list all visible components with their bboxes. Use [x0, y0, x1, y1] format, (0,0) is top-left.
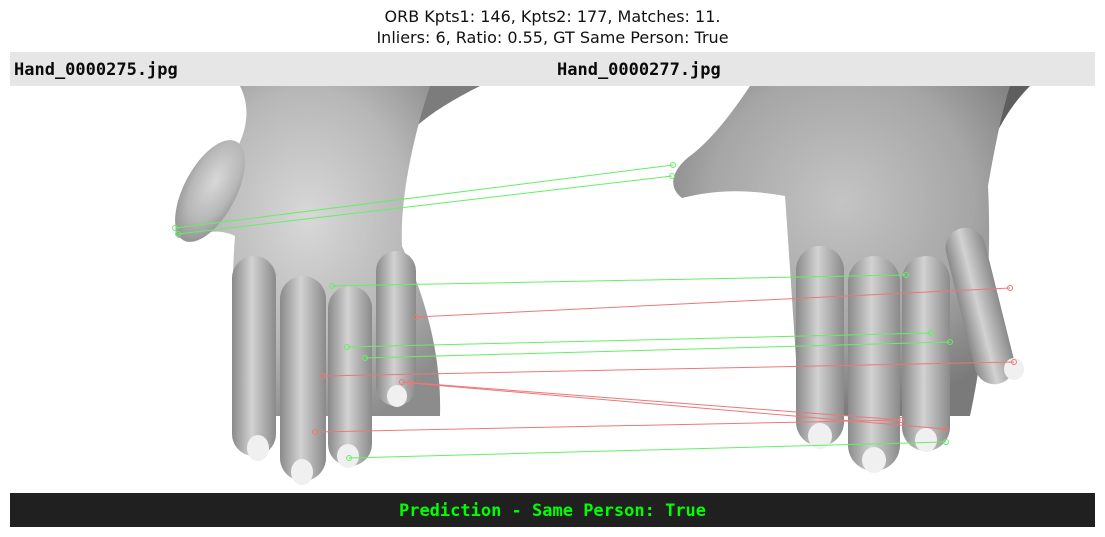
right-keypoint-marker — [1007, 285, 1013, 291]
match-visualization-canvas — [172, 86, 1030, 485]
left-keypoint-marker — [346, 455, 352, 461]
left-keypoint-marker — [344, 344, 350, 350]
inlier-match-line — [177, 175, 673, 235]
left-hand-image — [175, 86, 480, 485]
right-keypoint-marker — [903, 272, 909, 278]
outlier-match-line — [401, 381, 902, 421]
left-nail-4 — [387, 385, 407, 407]
left-keypoint-marker — [172, 225, 178, 231]
left-nail-2 — [291, 459, 313, 485]
left-keypoint-marker — [407, 380, 413, 386]
title-line-2: Inliers: 6, Ratio: 0.55, GT Same Person:… — [376, 28, 729, 47]
inlier-match-line — [348, 441, 947, 459]
left-keypoint-marker — [312, 429, 318, 435]
right-keypoint-marker — [928, 330, 934, 336]
inlier-match-line — [364, 341, 951, 359]
outlier-match-line — [415, 287, 1011, 318]
left-keypoint-marker — [399, 379, 405, 385]
match-visualization — [10, 86, 1095, 493]
prediction-text: Prediction - Same Person: True — [398, 501, 707, 521]
match-lines — [172, 162, 1017, 461]
inlier-match-line — [331, 274, 907, 287]
right-nail-3 — [915, 428, 937, 452]
left-nail-1 — [247, 435, 269, 461]
left-keypoint-marker — [413, 314, 419, 320]
right-image-filename: Hand_0000277.jpg — [557, 60, 721, 80]
right-finger-ring — [902, 256, 950, 451]
right-keypoint-marker — [942, 426, 948, 432]
right-nail-2 — [862, 447, 886, 473]
left-image-filename: Hand_0000275.jpg — [14, 60, 178, 80]
right-keypoint-marker — [947, 339, 953, 345]
right-keypoint-marker — [669, 173, 675, 179]
figure-title: ORB Kpts1: 146, Kpts2: 177, Matches: 11.… — [0, 6, 1105, 48]
right-hand-image — [673, 86, 1030, 473]
right-keypoint-marker — [1011, 359, 1017, 365]
left-finger-little — [376, 251, 416, 406]
right-nail-4 — [1004, 358, 1024, 380]
left-finger-ring — [328, 286, 372, 466]
outlier-match-line — [314, 419, 902, 433]
right-finger-little — [945, 227, 1015, 385]
right-keypoint-marker — [898, 417, 904, 423]
left-keypoint-marker — [175, 231, 181, 237]
prediction-footer: Prediction - Same Person: True — [10, 493, 1095, 527]
left-keypoint-marker — [362, 355, 368, 361]
left-keypoint-marker — [320, 373, 326, 379]
title-line-1: ORB Kpts1: 146, Kpts2: 177, Matches: 11. — [384, 7, 721, 26]
right-nail-1 — [808, 423, 832, 449]
left-finger-index — [232, 256, 276, 456]
right-keypoint-marker — [943, 439, 949, 445]
left-keypoint-marker — [329, 283, 335, 289]
filename-header: Hand_0000275.jpg Hand_0000277.jpg — [10, 52, 1095, 86]
inlier-match-line — [174, 164, 674, 229]
left-finger-middle — [280, 276, 326, 481]
left-thumb — [175, 140, 245, 242]
inlier-match-line — [346, 332, 932, 348]
right-keypoint-marker — [670, 162, 676, 168]
outlier-match-line — [322, 361, 1015, 377]
right-finger-middle — [848, 256, 900, 471]
